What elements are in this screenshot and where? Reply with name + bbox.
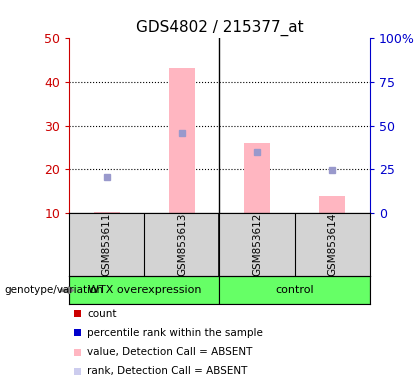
Text: count: count (87, 309, 117, 319)
Text: GSM853611: GSM853611 (102, 213, 112, 276)
Text: rank, Detection Call = ABSENT: rank, Detection Call = ABSENT (87, 366, 248, 376)
Text: control: control (275, 285, 314, 295)
Text: genotype/variation: genotype/variation (4, 285, 103, 295)
Bar (319, 196, 345, 213)
Bar (244, 143, 270, 213)
Text: GSM853612: GSM853612 (252, 213, 262, 276)
Text: WTX overexpression: WTX overexpression (88, 285, 201, 295)
Bar (220, 276, 370, 304)
Title: GDS4802 / 215377_at: GDS4802 / 215377_at (136, 20, 303, 36)
Bar (169, 68, 195, 213)
Bar (69, 276, 220, 304)
Text: percentile rank within the sample: percentile rank within the sample (87, 328, 263, 338)
Bar (94, 212, 120, 213)
Text: value, Detection Call = ABSENT: value, Detection Call = ABSENT (87, 347, 253, 357)
Text: GSM853614: GSM853614 (327, 213, 337, 276)
Text: GSM853613: GSM853613 (177, 213, 187, 276)
